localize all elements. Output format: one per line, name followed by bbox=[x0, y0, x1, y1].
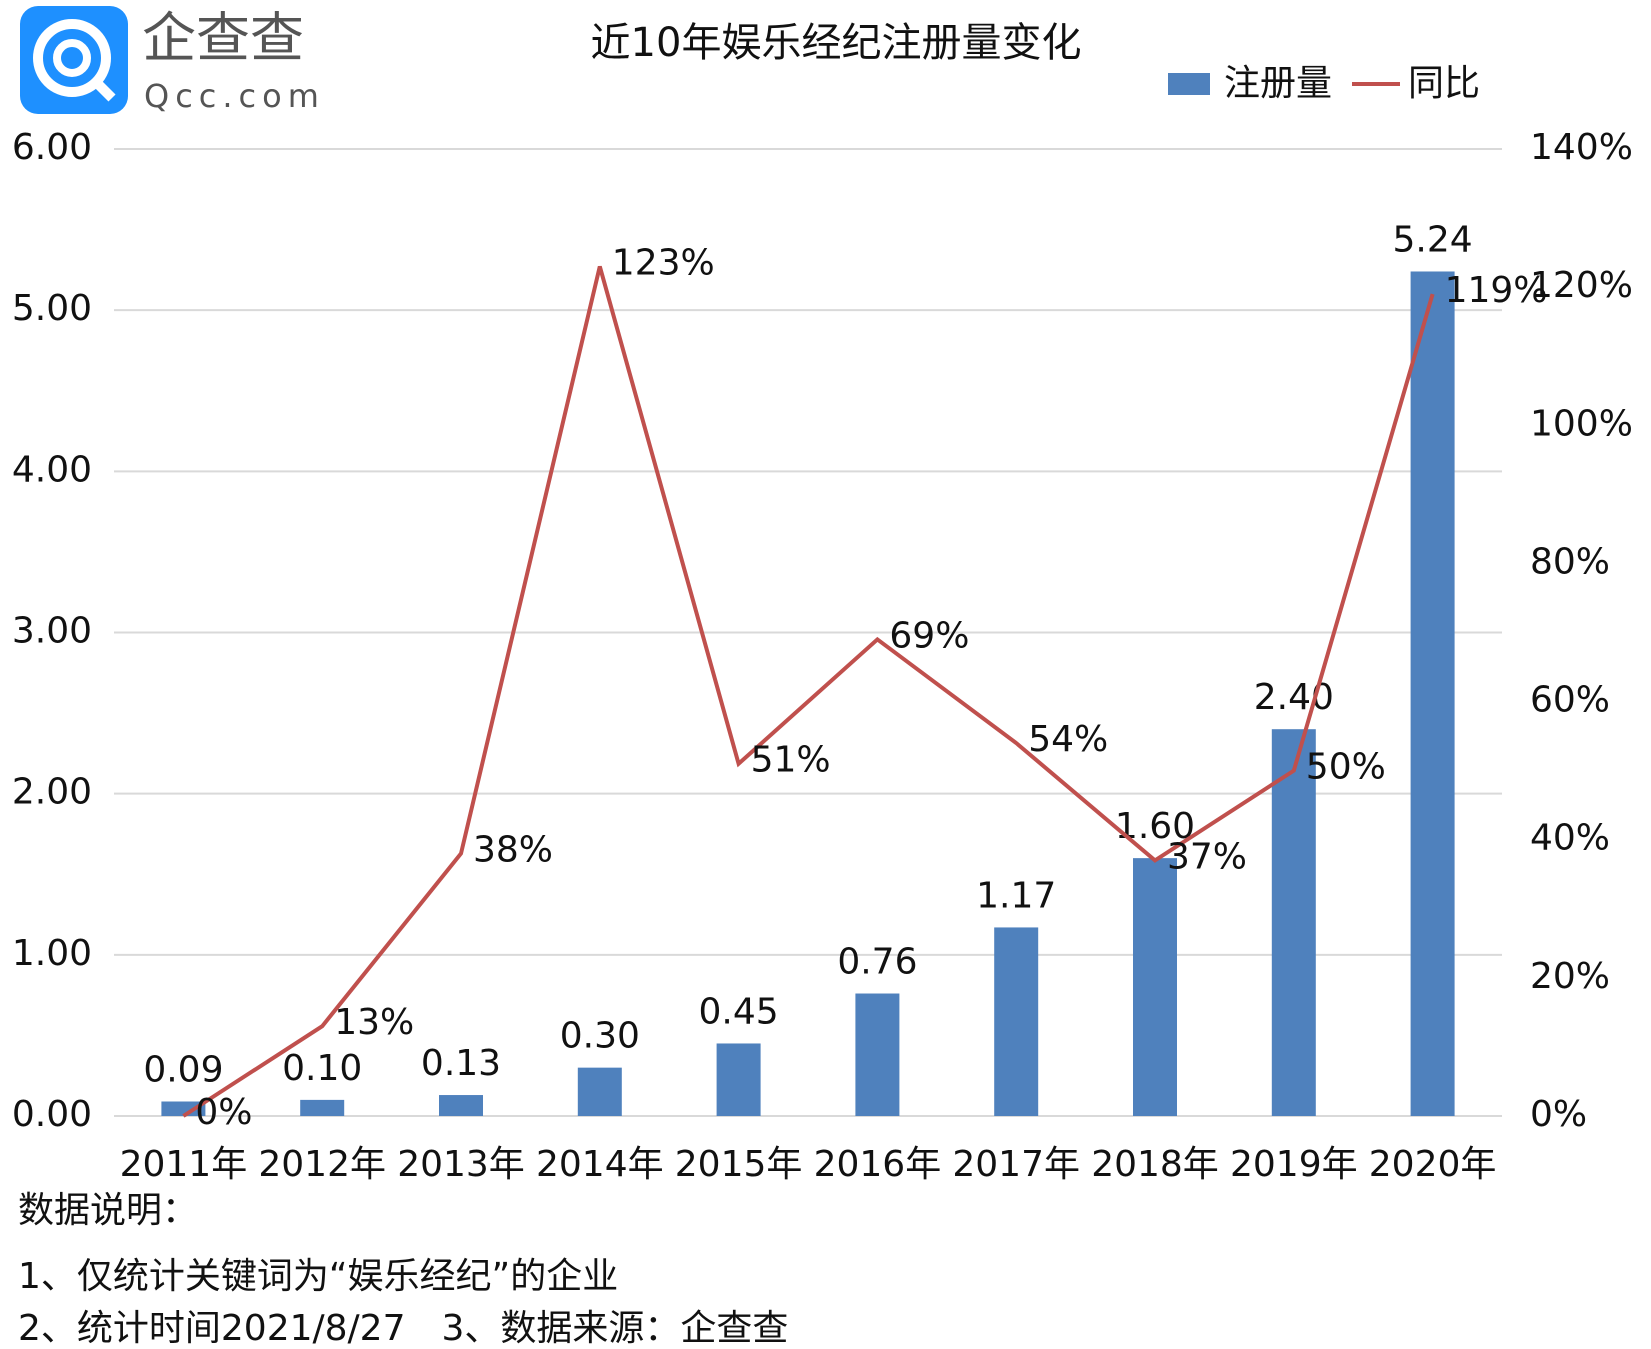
line-label: 37% bbox=[1167, 836, 1247, 877]
legend-label: 同比 bbox=[1408, 63, 1480, 104]
legend-label: 注册量 bbox=[1224, 63, 1332, 104]
x-tick-label: 2014年 bbox=[536, 1144, 664, 1185]
y2-tick-label: 140% bbox=[1530, 127, 1633, 168]
x-tick-label: 2011年 bbox=[120, 1144, 248, 1185]
logo-domain: Qcc.com bbox=[144, 77, 325, 115]
line-label: 50% bbox=[1306, 747, 1386, 788]
y-tick-label: 6.00 bbox=[12, 127, 92, 168]
y2-tick-label: 100% bbox=[1530, 403, 1633, 444]
bar bbox=[994, 927, 1039, 1116]
y-tick-label: 2.00 bbox=[12, 772, 92, 813]
line-label: 69% bbox=[889, 615, 969, 656]
line-label: 13% bbox=[334, 1002, 414, 1043]
bar bbox=[855, 993, 900, 1116]
note: 数据说明： bbox=[18, 1190, 198, 1231]
bar-label: 0.76 bbox=[837, 942, 917, 983]
y2-tick-label: 40% bbox=[1530, 818, 1610, 859]
y-tick-label: 4.00 bbox=[12, 449, 92, 490]
note: 1、仅统计关键词为“娱乐经纪”的企业 bbox=[18, 1256, 618, 1297]
bar-label: 5.24 bbox=[1393, 219, 1473, 260]
y2-tick-label: 120% bbox=[1530, 265, 1633, 306]
bar bbox=[161, 1101, 206, 1116]
bar bbox=[1133, 858, 1177, 1116]
bar-label: 0.13 bbox=[421, 1043, 501, 1084]
x-tick-label: 2017年 bbox=[952, 1144, 1080, 1185]
y-tick-label: 0.00 bbox=[12, 1094, 92, 1135]
x-tick-label: 2013年 bbox=[397, 1144, 525, 1185]
bar bbox=[300, 1099, 345, 1116]
line-label: 123% bbox=[612, 242, 715, 283]
y2-tick-label: 80% bbox=[1530, 541, 1610, 582]
y-tick-label: 1.00 bbox=[12, 933, 92, 974]
bar-label: 1.17 bbox=[976, 875, 1056, 916]
x-tick-label: 2012年 bbox=[258, 1144, 386, 1185]
line-label: 51% bbox=[751, 740, 831, 781]
bar bbox=[716, 1043, 761, 1116]
x-tick-label: 2020年 bbox=[1369, 1144, 1497, 1185]
logo-name: 企查查 bbox=[142, 7, 304, 70]
line-label: 38% bbox=[473, 830, 553, 871]
logo-handle bbox=[92, 78, 116, 102]
bar-label: 0.30 bbox=[560, 1016, 640, 1057]
line-label: 0% bbox=[195, 1092, 252, 1133]
chart-title: 近10年娱乐经纪注册量变化 bbox=[591, 20, 1082, 66]
bar-label: 0.09 bbox=[143, 1049, 223, 1090]
line bbox=[182, 265, 1435, 1118]
y2-tick-label: 0% bbox=[1530, 1094, 1587, 1135]
y-tick-label: 5.00 bbox=[12, 288, 92, 329]
y2-tick-label: 60% bbox=[1530, 680, 1610, 721]
x-tick-label: 2016年 bbox=[814, 1144, 942, 1185]
y-tick-label: 3.00 bbox=[12, 611, 92, 652]
bar bbox=[577, 1067, 622, 1116]
bar bbox=[1271, 729, 1316, 1116]
x-tick-label: 2019年 bbox=[1230, 1144, 1358, 1185]
x-tick-label: 2015年 bbox=[675, 1144, 803, 1185]
logo-dot bbox=[53, 39, 91, 77]
x-tick-label: 2018年 bbox=[1091, 1144, 1219, 1185]
legend-swatch bbox=[1168, 73, 1210, 95]
note: 2、统计时间2021/8/27 3、数据来源：企查查 bbox=[18, 1308, 788, 1349]
bar bbox=[439, 1095, 483, 1116]
bar bbox=[1410, 271, 1455, 1116]
logo-ring bbox=[33, 19, 111, 97]
line-label: 54% bbox=[1028, 719, 1108, 760]
bar-label: 0.45 bbox=[699, 991, 779, 1032]
logo: 企查查 Qcc.com bbox=[20, 6, 325, 115]
bar-label: 2.40 bbox=[1254, 677, 1334, 718]
y2-tick-label: 20% bbox=[1530, 956, 1610, 997]
bar-label: 0.10 bbox=[282, 1048, 362, 1089]
line-label: 119% bbox=[1445, 270, 1548, 311]
